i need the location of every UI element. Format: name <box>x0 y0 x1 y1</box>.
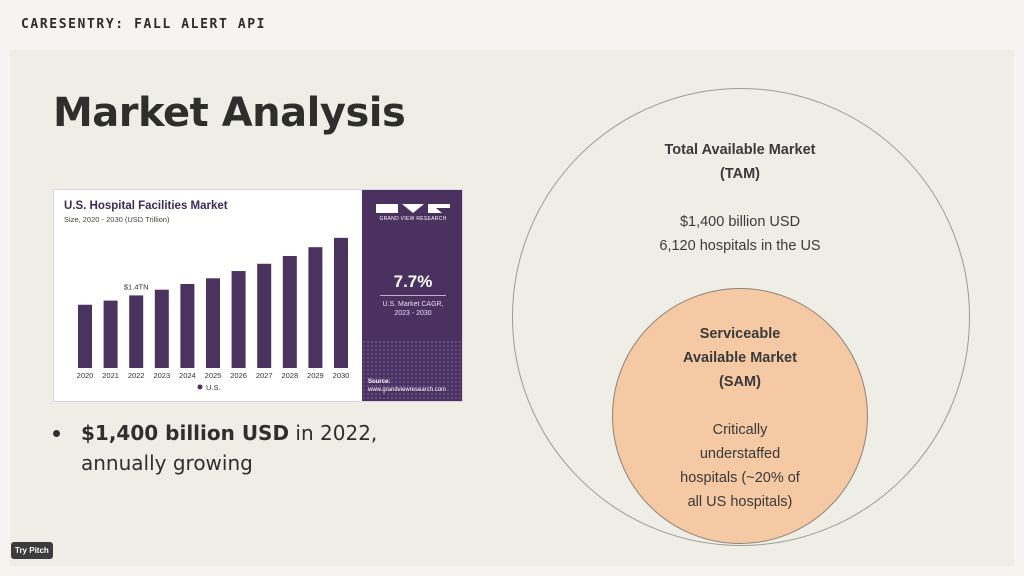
cagr-divider <box>380 295 446 296</box>
bar-2025 <box>206 278 220 368</box>
x-tick-2021: 2021 <box>102 371 119 380</box>
cagr-box: 7.7% U.S. Market CAGR, 2023 - 2030 <box>362 272 462 318</box>
bar-2021 <box>103 300 118 368</box>
sam-line2: understaffed <box>699 446 781 462</box>
chart-subtitle: Size, 2020 - 2030 (USD Trillion) <box>64 215 170 224</box>
sam-line4: all US hospitals) <box>687 494 793 510</box>
bar-2024 <box>180 284 195 368</box>
bar-2020 <box>78 304 92 368</box>
bullet-text: $1,400 billion USD in 2022, annually gro… <box>53 418 433 478</box>
x-tick-2023: 2023 <box>153 371 170 380</box>
tam-text: Total Available Market (TAM) $1,400 bill… <box>570 138 910 258</box>
cagr-label-line1: U.S. Market CAGR, <box>382 301 444 308</box>
chart-source: Source: www.grandviewresearch.com <box>368 378 446 394</box>
bar-chart: 2020 2021 2022 $1.4TN 2023 2024 2025 2026 2027 20… <box>77 237 350 392</box>
sam-line1: Critically <box>712 422 768 438</box>
brand-name: GRAND VIEW RESEARCH <box>379 216 447 222</box>
x-tick-2025: 2025 <box>205 371 222 380</box>
top-bar: CARESENTRY: FALL ALERT API <box>0 0 1024 50</box>
tam-heading-line1: Total Available Market <box>664 142 816 158</box>
x-tick-2022: 2022 <box>128 371 145 380</box>
legend-label: U.S. <box>206 383 221 392</box>
tam-line1: $1,400 billion USD <box>679 214 801 230</box>
bar-2022 <box>129 295 144 368</box>
chart-title: U.S. Hospital Facilities Market <box>64 200 228 212</box>
x-tick-2029: 2029 <box>307 371 324 380</box>
sam-heading-line1: Serviceable <box>699 326 781 342</box>
sam-heading-line2: Available Market <box>683 350 797 366</box>
legend-marker <box>197 384 203 390</box>
source-label: Source: <box>368 379 391 385</box>
sam-line3: hospitals (~20% of <box>680 470 800 486</box>
tam-circle <box>512 88 970 546</box>
chart-side-panel: GRAND VIEW RESEARCH 7.7% U.S. Market CAG… <box>362 190 462 401</box>
tam-line2: 6,120 hospitals in the US <box>659 238 821 254</box>
bullet-bold: $1,400 billion USD <box>81 421 290 445</box>
data-label-2022: $1.4TN <box>124 282 149 291</box>
bar-2027 <box>257 263 272 368</box>
x-tick-2027: 2027 <box>256 371 273 380</box>
sam-heading-line3: (SAM) <box>719 374 761 390</box>
try-pitch-button[interactable]: Try Pitch <box>11 542 53 559</box>
x-tick-2028: 2028 <box>281 371 298 380</box>
tam-spacer <box>570 186 910 210</box>
x-tick-2024: 2024 <box>179 371 196 380</box>
bar-2023 <box>154 289 169 368</box>
x-tick-2026: 2026 <box>230 371 247 380</box>
bar-2030 <box>334 237 348 368</box>
cagr-value: 7.7% <box>393 272 433 291</box>
slide-canvas: Market Analysis U.S. Hospital Facilities… <box>10 50 1014 566</box>
x-tick-2020: 2020 <box>77 371 94 380</box>
sam-text: Serviceable Available Market (SAM) Criti… <box>650 322 830 514</box>
slide-title: Market Analysis <box>53 90 406 136</box>
grand-view-research-logo-icon <box>376 204 450 213</box>
x-tick-2030: 2030 <box>333 371 350 380</box>
chart-plot-area: U.S. Hospital Facilities Market Size, 20… <box>54 190 362 401</box>
tam-heading-line2: (TAM) <box>720 166 760 182</box>
sam-circle <box>612 288 868 544</box>
decorative-dot-pattern <box>362 340 462 401</box>
sam-spacer <box>650 394 830 418</box>
bar-2028 <box>282 256 297 368</box>
bullet-rest: in 2022, annually growing <box>81 421 378 475</box>
deck-title: CARESENTRY: FALL ALERT API <box>21 17 267 32</box>
bar-2026 <box>231 271 246 368</box>
market-bullet: $1,400 billion USD in 2022, annually gro… <box>53 418 433 478</box>
source-url: www.grandviewresearch.com <box>368 387 447 393</box>
bar-2029 <box>308 247 323 368</box>
bullet-dot-icon <box>53 430 60 437</box>
cagr-label-line2: 2023 - 2030 <box>394 310 432 317</box>
market-chart-image: U.S. Hospital Facilities Market Size, 20… <box>53 189 463 402</box>
